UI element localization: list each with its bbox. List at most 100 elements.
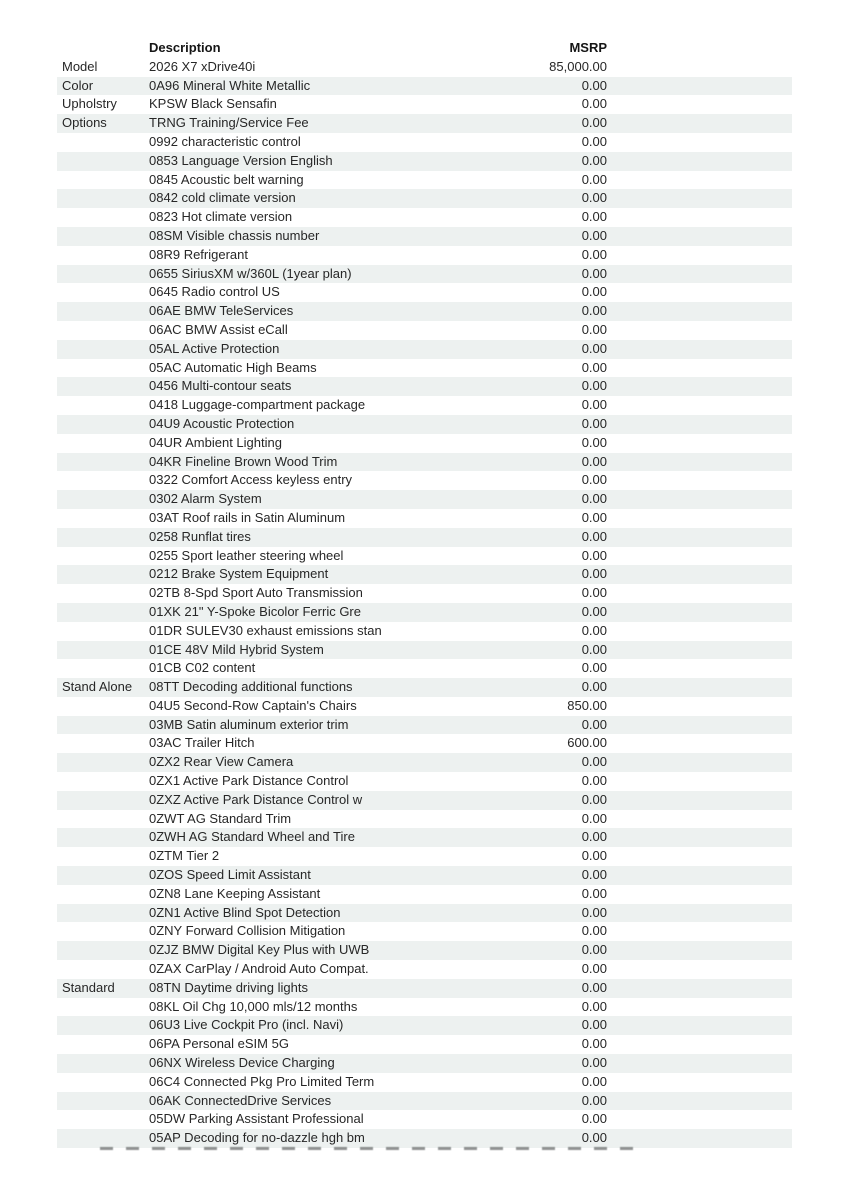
table-row: 0845 Acoustic belt warning 0.00 (57, 171, 792, 190)
row-description: 0ZN1 Active Blind Spot Detection (149, 904, 341, 920)
table-row: 05AL Active Protection 0.00 (57, 339, 792, 359)
table-row: 06NX Wireless Device Charging 0.00 (57, 1054, 792, 1073)
row-description: 0ZX2 Rear View Camera (149, 754, 294, 770)
table-row: 04U9 Acoustic Protection 0.00 (57, 414, 792, 434)
table-row: 0842 cold climate version 0.00 (57, 189, 792, 209)
row-description: 0823 Hot climate version (149, 209, 293, 225)
row-description: 0853 Language Version English (149, 152, 333, 168)
row-description: 0992 characteristic control (149, 133, 301, 149)
row-msrp: 0.00 (581, 641, 607, 657)
row-msrp: 0.00 (581, 566, 607, 582)
row-msrp: 0.00 (581, 378, 607, 394)
row-description: 03AT Roof rails in Satin Aluminum (149, 509, 346, 525)
table-row: Options TRNG Training/Service Fee 0.00 (57, 114, 792, 133)
table-row: Upholstry KPSW Black Sensafin 0.00 (57, 95, 792, 114)
row-description: 0A96 Mineral White Metallic (149, 77, 311, 93)
row-description: 2026 X7 xDrive40i (149, 58, 256, 74)
table-row: 0ZXZ Active Park Distance Control w 0.00 (57, 790, 792, 810)
table-row: 0655 SiriusXM w/360L (1year plan) 0.00 (57, 264, 792, 284)
row-description: 0ZOS Speed Limit Assistant (149, 867, 311, 883)
row-msrp: 0.00 (581, 979, 607, 995)
row-msrp: 0.00 (581, 340, 607, 356)
row-category: Stand Alone (62, 679, 133, 695)
table-row: 0258 Runflat tires 0.00 (57, 527, 792, 547)
row-msrp: 0.00 (581, 923, 607, 939)
row-category: Color (62, 77, 94, 93)
row-msrp: 0.00 (581, 942, 607, 958)
row-msrp: 0.00 (581, 622, 607, 638)
table-row: 01DR SULEV30 exhaust emissions stan 0.00 (57, 622, 792, 641)
row-description: 0645 Radio control US (149, 284, 280, 300)
row-description: 0456 Multi-contour seats (149, 378, 292, 394)
row-msrp: 0.00 (581, 303, 607, 319)
row-description: TRNG Training/Service Fee (149, 115, 309, 131)
table-row: 06AK ConnectedDrive Services 0.00 (57, 1091, 792, 1111)
row-msrp: 0.00 (581, 603, 607, 619)
table-row: 0ZTM Tier 2 0.00 (57, 847, 792, 866)
row-description: 08TN Daytime driving lights (149, 979, 308, 995)
row-msrp: 0.00 (581, 359, 607, 375)
table-row: 08R9 Refrigerant 0.00 (57, 246, 792, 265)
row-msrp: 0.00 (581, 528, 607, 544)
table-row: Stand Alone 08TT Decoding additional func… (57, 678, 792, 697)
row-msrp: 0.00 (581, 509, 607, 525)
row-msrp: 0.00 (581, 848, 607, 864)
table-row: 03MB Satin aluminum exterior trim 0.00 (57, 715, 792, 735)
table-row: 0992 characteristic control 0.00 (57, 133, 792, 152)
table-row: 06U3 Live Cockpit Pro (incl. Navi) 0.00 (57, 1016, 792, 1036)
row-msrp: 600.00 (567, 735, 607, 751)
row-msrp: 0.00 (581, 321, 607, 337)
row-msrp: 0.00 (581, 867, 607, 883)
table-row: 06PA Personal eSIM 5G 0.00 (57, 1035, 792, 1054)
table-row: 05AP Decoding for no-dazzle hgh bm 0.00 (57, 1129, 792, 1149)
row-description: 0212 Brake System Equipment (149, 566, 329, 582)
row-description: 0ZTM Tier 2 (149, 848, 220, 864)
row-category: Options (62, 115, 107, 131)
row-msrp: 0.00 (581, 716, 607, 732)
row-description: 0ZNY Forward Collision Mitigation (149, 923, 346, 939)
table-row: Standard 08TN Daytime driving lights 0.00 (57, 978, 792, 998)
row-msrp: 0.00 (581, 265, 607, 281)
row-msrp: 0.00 (581, 190, 607, 206)
row-msrp: 85,000.00 (549, 58, 607, 74)
table-header-row: Description MSRP (57, 39, 792, 58)
row-msrp: 0.00 (581, 1111, 607, 1127)
row-msrp: 0.00 (581, 754, 607, 770)
row-description: 01DR SULEV30 exhaust emissions stan (149, 622, 382, 638)
table-row: 0ZNY Forward Collision Mitigation 0.00 (57, 922, 792, 941)
row-msrp: 0.00 (581, 115, 607, 131)
row-msrp: 0.00 (581, 773, 607, 789)
row-category: Upholstry (62, 96, 117, 112)
table-row: 08KL Oil Chg 10,000 mls/12 months 0.00 (57, 998, 792, 1017)
row-description: 08R9 Refrigerant (149, 246, 248, 262)
row-description: 04UR Ambient Lighting (149, 434, 282, 450)
row-description: 0255 Sport leather steering wheel (149, 547, 344, 563)
row-msrp: 0.00 (581, 829, 607, 845)
table-row: 05DW Parking Assistant Professional 0.00 (57, 1110, 792, 1129)
row-description: 05DW Parking Assistant Professional (149, 1111, 364, 1127)
row-description: 0ZJZ BMW Digital Key Plus with UWB (149, 942, 370, 958)
table-row: 0302 Alarm System 0.00 (57, 490, 792, 509)
table-row: 0ZN8 Lane Keeping Assistant 0.00 (57, 885, 792, 904)
row-msrp: 0.00 (581, 415, 607, 431)
table-row: 0ZX1 Active Park Distance Control 0.00 (57, 772, 792, 791)
row-description: 06U3 Live Cockpit Pro (incl. Navi) (149, 1017, 344, 1033)
row-msrp: 0.00 (581, 227, 607, 243)
row-description: 0845 Acoustic belt warning (149, 171, 304, 187)
row-description: 0ZWT AG Standard Trim (149, 810, 292, 826)
row-msrp: 0.00 (581, 284, 607, 300)
row-description: 06NX Wireless Device Charging (149, 1055, 335, 1071)
vehicle-options-table: Description MSRP Model 2026 X7 xDrive40i 8… (57, 39, 792, 1149)
row-description: KPSW Black Sensafin (149, 96, 277, 112)
row-description: 04U9 Acoustic Protection (149, 415, 295, 431)
row-description: 06C4 Connected Pkg Pro Limited Term (149, 1073, 375, 1089)
table-row: 06AE BMW TeleServices 0.00 (57, 302, 792, 321)
table-row: 0ZX2 Rear View Camera 0.00 (57, 753, 792, 773)
row-msrp: 0.00 (581, 171, 607, 187)
row-msrp: 0.00 (581, 1055, 607, 1071)
row-description: 06PA Personal eSIM 5G (149, 1036, 289, 1052)
row-msrp: 0.00 (581, 1130, 607, 1146)
row-msrp: 0.00 (581, 453, 607, 469)
table-row: 0322 Comfort Access keyless entry 0.00 (57, 471, 792, 490)
row-description: 06AC BMW Assist eCall (149, 321, 288, 337)
